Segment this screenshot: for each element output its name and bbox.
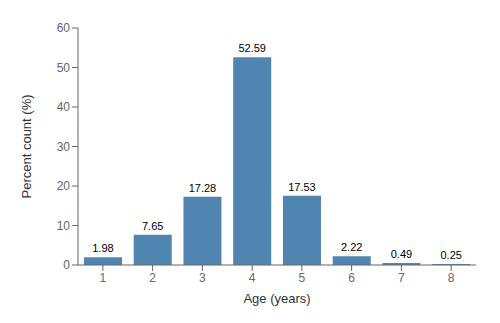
svg-text:17.53: 17.53: [288, 181, 316, 193]
svg-text:2: 2: [149, 271, 156, 285]
svg-text:20: 20: [57, 179, 71, 193]
svg-text:Percent count (%): Percent count (%): [19, 94, 34, 198]
svg-text:40: 40: [57, 100, 71, 114]
svg-text:Age (years): Age (years): [243, 291, 310, 306]
svg-text:0.25: 0.25: [441, 249, 462, 261]
svg-text:7: 7: [398, 271, 405, 285]
svg-text:60: 60: [57, 21, 71, 35]
svg-text:6: 6: [348, 271, 355, 285]
svg-text:17.28: 17.28: [189, 182, 217, 194]
svg-text:50: 50: [57, 61, 71, 75]
svg-text:1: 1: [100, 271, 107, 285]
svg-text:0: 0: [63, 258, 70, 272]
svg-text:2.22: 2.22: [341, 241, 362, 253]
svg-text:5: 5: [299, 271, 306, 285]
svg-text:10: 10: [57, 219, 71, 233]
svg-text:3: 3: [199, 271, 206, 285]
svg-text:7.65: 7.65: [142, 220, 163, 232]
svg-text:52.59: 52.59: [238, 42, 266, 54]
svg-text:8: 8: [448, 271, 455, 285]
svg-text:4: 4: [249, 271, 256, 285]
svg-text:30: 30: [57, 140, 71, 154]
svg-text:1.98: 1.98: [92, 242, 113, 254]
svg-text:0.49: 0.49: [391, 248, 412, 260]
